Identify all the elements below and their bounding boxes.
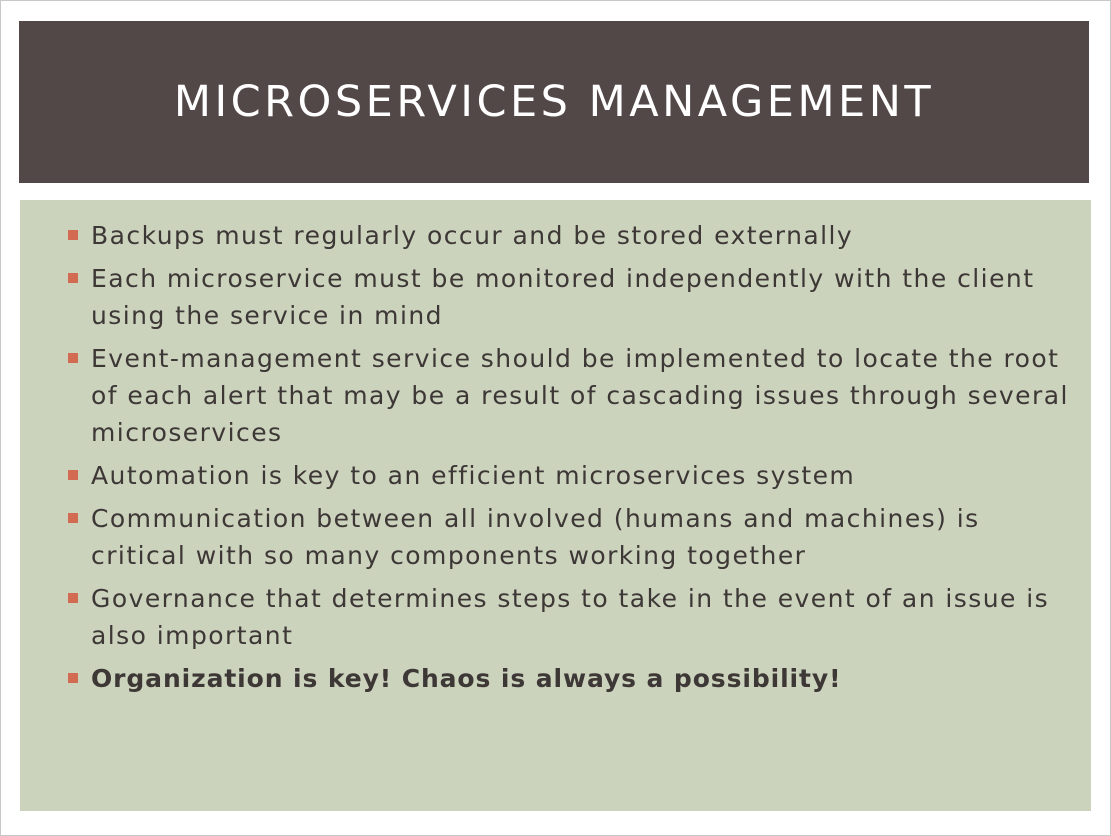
square-bullet-icon: [68, 273, 78, 283]
content-area: Backups must regularly occur and be stor…: [20, 200, 1091, 811]
bullet-text: Backups must regularly occur and be stor…: [91, 221, 854, 250]
bullet-text: Organization is key! Chaos is always a p…: [91, 664, 842, 693]
bullet-item: Each microservice must be monitored inde…: [20, 260, 1091, 334]
square-bullet-icon: [68, 673, 78, 683]
square-bullet-icon: [68, 353, 78, 363]
bullet-item: Event-management service should be imple…: [20, 340, 1091, 451]
bullet-text: Governance that determines steps to take…: [91, 584, 1050, 650]
bullet-item: Communication between all involved (huma…: [20, 500, 1091, 574]
title-bar: MICROSERVICES MANAGEMENT: [19, 21, 1089, 183]
bullet-item: Automation is key to an efficient micros…: [20, 457, 1091, 494]
bullet-item: Backups must regularly occur and be stor…: [20, 217, 1091, 254]
square-bullet-icon: [68, 593, 78, 603]
bullet-text: Automation is key to an efficient micros…: [91, 461, 856, 490]
bullet-item: Governance that determines steps to take…: [20, 580, 1091, 654]
bullet-text: Communication between all involved (huma…: [91, 504, 980, 570]
bullet-list: Backups must regularly occur and be stor…: [20, 200, 1091, 697]
square-bullet-icon: [68, 470, 78, 480]
bullet-item-emphasis: Organization is key! Chaos is always a p…: [20, 660, 1091, 697]
slide-title: MICROSERVICES MANAGEMENT: [173, 77, 935, 127]
square-bullet-icon: [68, 513, 78, 523]
square-bullet-icon: [68, 230, 78, 240]
bullet-text: Event-management service should be imple…: [91, 344, 1069, 447]
bullet-text: Each microservice must be monitored inde…: [91, 264, 1035, 330]
